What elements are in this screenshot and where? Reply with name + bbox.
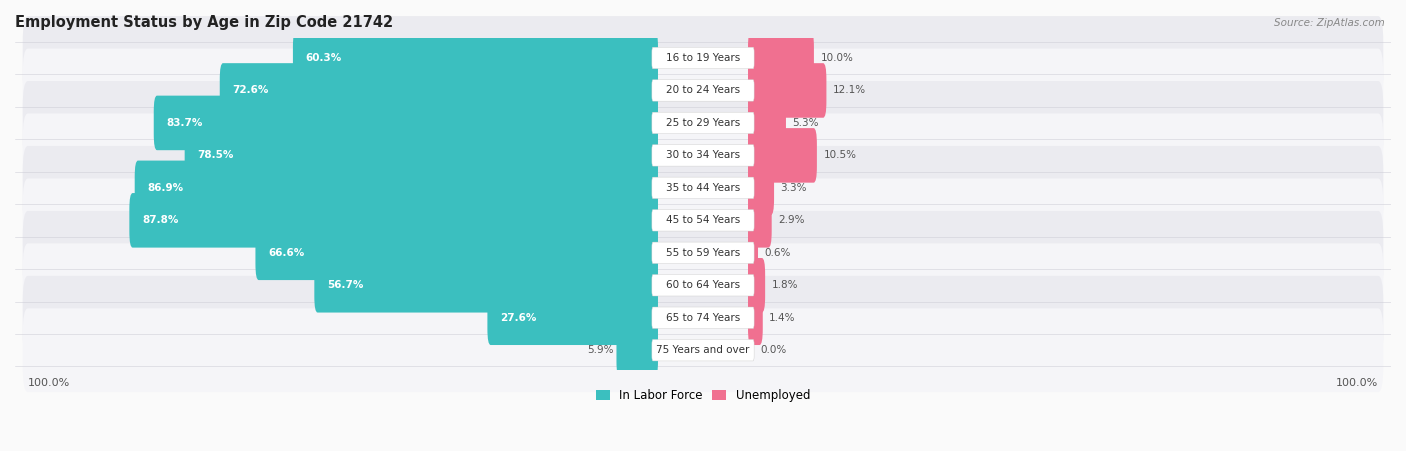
Text: 60 to 64 Years: 60 to 64 Years (666, 280, 740, 290)
FancyBboxPatch shape (153, 96, 658, 150)
Text: 0.0%: 0.0% (761, 345, 787, 355)
Text: 20 to 24 Years: 20 to 24 Years (666, 85, 740, 96)
FancyBboxPatch shape (22, 244, 1384, 327)
FancyBboxPatch shape (652, 275, 754, 296)
FancyBboxPatch shape (184, 128, 658, 183)
FancyBboxPatch shape (22, 308, 1384, 392)
Text: 16 to 19 Years: 16 to 19 Years (666, 53, 740, 63)
Text: 10.0%: 10.0% (820, 53, 853, 63)
FancyBboxPatch shape (652, 340, 754, 361)
Text: 25 to 29 Years: 25 to 29 Years (666, 118, 740, 128)
Text: 100.0%: 100.0% (28, 378, 70, 388)
Text: 27.6%: 27.6% (501, 313, 537, 323)
FancyBboxPatch shape (652, 80, 754, 101)
Text: 5.3%: 5.3% (793, 118, 818, 128)
Text: 83.7%: 83.7% (166, 118, 202, 128)
Text: 5.9%: 5.9% (586, 345, 613, 355)
Text: 56.7%: 56.7% (328, 280, 364, 290)
FancyBboxPatch shape (748, 128, 817, 183)
FancyBboxPatch shape (22, 114, 1384, 197)
Text: Source: ZipAtlas.com: Source: ZipAtlas.com (1274, 18, 1385, 28)
Legend: In Labor Force, Unemployed: In Labor Force, Unemployed (591, 384, 815, 407)
FancyBboxPatch shape (129, 193, 658, 248)
FancyBboxPatch shape (748, 290, 763, 345)
Text: 1.8%: 1.8% (772, 280, 799, 290)
FancyBboxPatch shape (652, 145, 754, 166)
FancyBboxPatch shape (22, 16, 1384, 100)
Text: 45 to 54 Years: 45 to 54 Years (666, 215, 740, 226)
Text: 78.5%: 78.5% (197, 150, 233, 161)
Text: 75 Years and over: 75 Years and over (657, 345, 749, 355)
FancyBboxPatch shape (652, 112, 754, 133)
FancyBboxPatch shape (22, 276, 1384, 359)
Text: 72.6%: 72.6% (232, 85, 269, 96)
Text: Employment Status by Age in Zip Code 21742: Employment Status by Age in Zip Code 217… (15, 15, 394, 30)
Text: 12.1%: 12.1% (832, 85, 866, 96)
FancyBboxPatch shape (652, 242, 754, 263)
Text: 30 to 34 Years: 30 to 34 Years (666, 150, 740, 161)
Text: 65 to 74 Years: 65 to 74 Years (666, 313, 740, 323)
FancyBboxPatch shape (22, 81, 1384, 165)
Text: 100.0%: 100.0% (1336, 378, 1378, 388)
FancyBboxPatch shape (22, 49, 1384, 132)
Text: 10.5%: 10.5% (824, 150, 856, 161)
FancyBboxPatch shape (748, 63, 827, 118)
FancyBboxPatch shape (22, 211, 1384, 295)
Text: 60.3%: 60.3% (305, 53, 342, 63)
FancyBboxPatch shape (748, 193, 772, 248)
FancyBboxPatch shape (652, 177, 754, 198)
FancyBboxPatch shape (488, 290, 658, 345)
Text: 55 to 59 Years: 55 to 59 Years (666, 248, 740, 258)
Text: 35 to 44 Years: 35 to 44 Years (666, 183, 740, 193)
FancyBboxPatch shape (292, 31, 658, 85)
Text: 66.6%: 66.6% (269, 248, 305, 258)
FancyBboxPatch shape (22, 146, 1384, 230)
FancyBboxPatch shape (748, 258, 765, 313)
Text: 86.9%: 86.9% (148, 183, 184, 193)
FancyBboxPatch shape (748, 226, 758, 280)
FancyBboxPatch shape (748, 31, 814, 85)
FancyBboxPatch shape (652, 47, 754, 69)
FancyBboxPatch shape (748, 96, 786, 150)
FancyBboxPatch shape (256, 226, 658, 280)
FancyBboxPatch shape (315, 258, 658, 313)
FancyBboxPatch shape (652, 210, 754, 231)
Text: 2.9%: 2.9% (778, 215, 804, 226)
FancyBboxPatch shape (652, 307, 754, 328)
FancyBboxPatch shape (22, 179, 1384, 262)
Text: 1.4%: 1.4% (769, 313, 796, 323)
Text: 0.6%: 0.6% (765, 248, 790, 258)
FancyBboxPatch shape (219, 63, 658, 118)
FancyBboxPatch shape (748, 161, 775, 215)
FancyBboxPatch shape (616, 323, 658, 377)
Text: 3.3%: 3.3% (780, 183, 807, 193)
Text: 87.8%: 87.8% (142, 215, 179, 226)
FancyBboxPatch shape (135, 161, 658, 215)
